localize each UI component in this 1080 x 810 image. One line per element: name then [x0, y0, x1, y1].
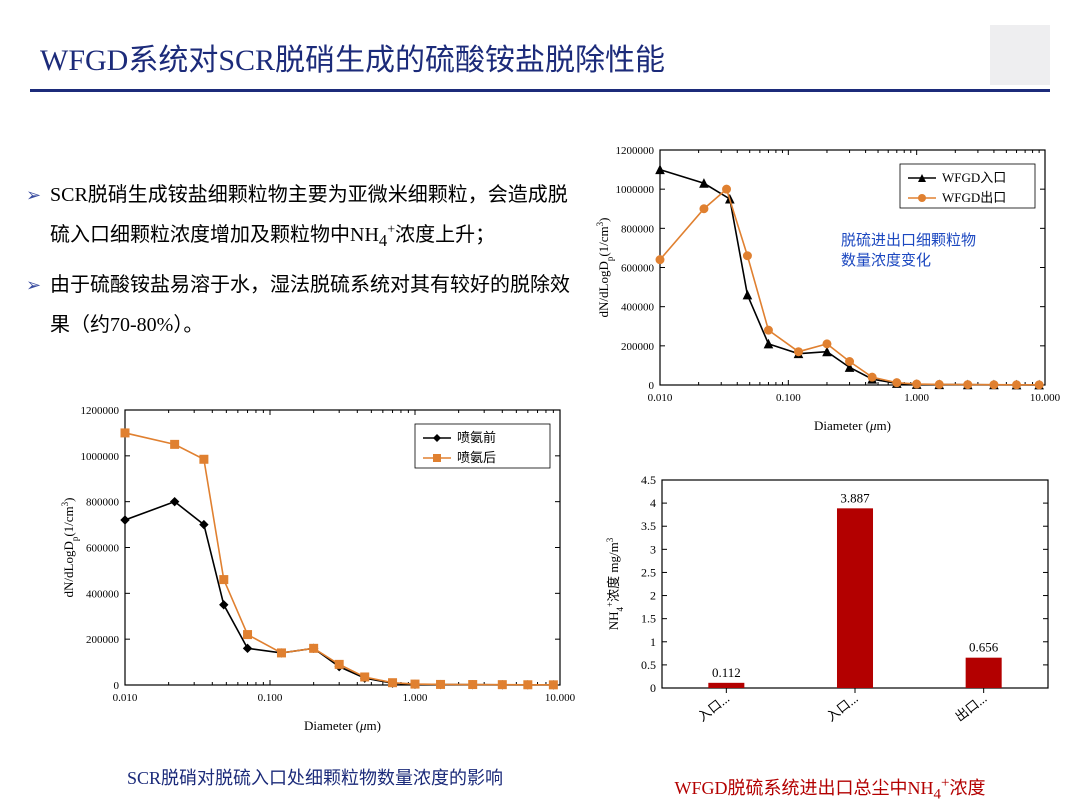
svg-text:0.656: 0.656	[969, 640, 999, 655]
svg-text:0.112: 0.112	[712, 665, 741, 680]
svg-text:入口...: 入口...	[695, 691, 732, 725]
chart-2-svg: 0 200000 400000 600000 800000 1000000 1200000 0…	[590, 140, 1060, 460]
chart-3-svg: 0 0.5 1 1.5 2 2.5 3 3.5 4 4.5 0.112 入口... 3.887 入口...…	[600, 470, 1060, 770]
svg-text:1200000: 1200000	[616, 145, 655, 157]
svg-text:0.010: 0.010	[648, 392, 673, 404]
svg-text:0.100: 0.100	[776, 392, 801, 404]
svg-text:1.5: 1.5	[641, 612, 656, 626]
bullet-1: SCR脱硝生成铵盐细颗粒物主要为亚微米细颗粒，会造成脱硫入口细颗粒浓度增加及颗粒…	[50, 175, 573, 257]
svg-text:600000: 600000	[86, 543, 120, 555]
svg-text:800000: 800000	[621, 223, 655, 235]
svg-text:WFGD入口: WFGD入口	[942, 170, 1006, 185]
svg-text:4.5: 4.5	[641, 473, 656, 487]
svg-text:3.887: 3.887	[840, 490, 870, 505]
svg-text:10.000: 10.000	[1030, 392, 1060, 404]
chart-3-caption: WFGD脱硫系统进出口总尘中NH4+浓度	[600, 774, 1060, 804]
page-title: WFGD系统对SCR脱硝生成的硫酸铵盐脱除性能	[0, 0, 1080, 89]
bullet-2: 由于硫酸铵盐易溶于水，湿法脱硫系统对其有较好的脱除效果（约70-80%）。	[50, 265, 573, 345]
chart-2: 0 200000 400000 600000 800000 1000000 1200000 0…	[590, 140, 1060, 460]
svg-text:10.000: 10.000	[545, 692, 575, 704]
svg-text:数量浓度变化: 数量浓度变化	[841, 252, 931, 269]
svg-text:4: 4	[650, 496, 656, 510]
svg-text:600000: 600000	[621, 263, 655, 275]
svg-text:3: 3	[650, 542, 656, 556]
svg-text:1000000: 1000000	[616, 184, 655, 196]
svg-text:NH4+浓度 mg/m3: NH4+浓度 mg/m3	[605, 537, 625, 630]
svg-text:喷氨前: 喷氨前	[457, 430, 496, 445]
bullet-1-text-b: 浓度上升；	[395, 224, 495, 246]
chart-1-svg: 0 200000 400000 600000 800000 1000000 1200000 0…	[55, 400, 575, 760]
chart-3: 0 0.5 1 1.5 2 2.5 3 3.5 4 4.5 0.112 入口... 3.887 入口...…	[600, 470, 1060, 804]
corner-decoration	[990, 25, 1050, 85]
svg-text:1: 1	[650, 635, 656, 649]
svg-text:0.010: 0.010	[113, 692, 138, 704]
svg-text:Diameter (μm): Diameter (μm)	[304, 718, 381, 733]
svg-text:200000: 200000	[621, 341, 655, 353]
svg-text:0: 0	[114, 680, 120, 692]
svg-text:1.000: 1.000	[904, 392, 929, 404]
svg-text:0.100: 0.100	[258, 692, 283, 704]
svg-text:800000: 800000	[86, 497, 120, 509]
svg-text:dN/dLogDp(1/cm3): dN/dLogDp(1/cm3)	[595, 217, 615, 317]
svg-text:0: 0	[649, 380, 655, 392]
svg-text:dN/dLogDp(1/cm3): dN/dLogDp(1/cm3)	[60, 497, 80, 597]
svg-text:1.000: 1.000	[403, 692, 428, 704]
title-underline	[30, 89, 1050, 92]
svg-text:喷氨后: 喷氨后	[457, 450, 496, 465]
svg-text:200000: 200000	[86, 634, 120, 646]
svg-text:入口...: 入口...	[823, 691, 860, 725]
svg-text:2.5: 2.5	[641, 565, 656, 579]
svg-text:脱硫进出口细颗粒物: 脱硫进出口细颗粒物	[841, 232, 976, 249]
chart-1-caption: SCR脱硝对脱硫入口处细颗粒物数量浓度的影响	[55, 764, 575, 790]
svg-text:出口...: 出口...	[952, 691, 989, 725]
chart-1: 0 200000 400000 600000 800000 1000000 1200000 0…	[55, 400, 575, 790]
svg-text:400000: 400000	[621, 302, 655, 314]
svg-text:0.5: 0.5	[641, 658, 656, 672]
svg-text:Diameter (μm): Diameter (μm)	[814, 418, 891, 433]
svg-text:2: 2	[650, 589, 656, 603]
svg-text:1200000: 1200000	[81, 405, 120, 417]
bullet-block: SCR脱硝生成铵盐细颗粒物主要为亚微米细颗粒，会造成脱硫入口细颗粒浓度增加及颗粒…	[28, 155, 573, 365]
svg-text:1000000: 1000000	[81, 451, 120, 463]
svg-text:0: 0	[650, 681, 656, 695]
svg-text:WFGD出口: WFGD出口	[942, 190, 1006, 205]
svg-text:3.5: 3.5	[641, 519, 656, 533]
svg-text:400000: 400000	[86, 588, 120, 600]
